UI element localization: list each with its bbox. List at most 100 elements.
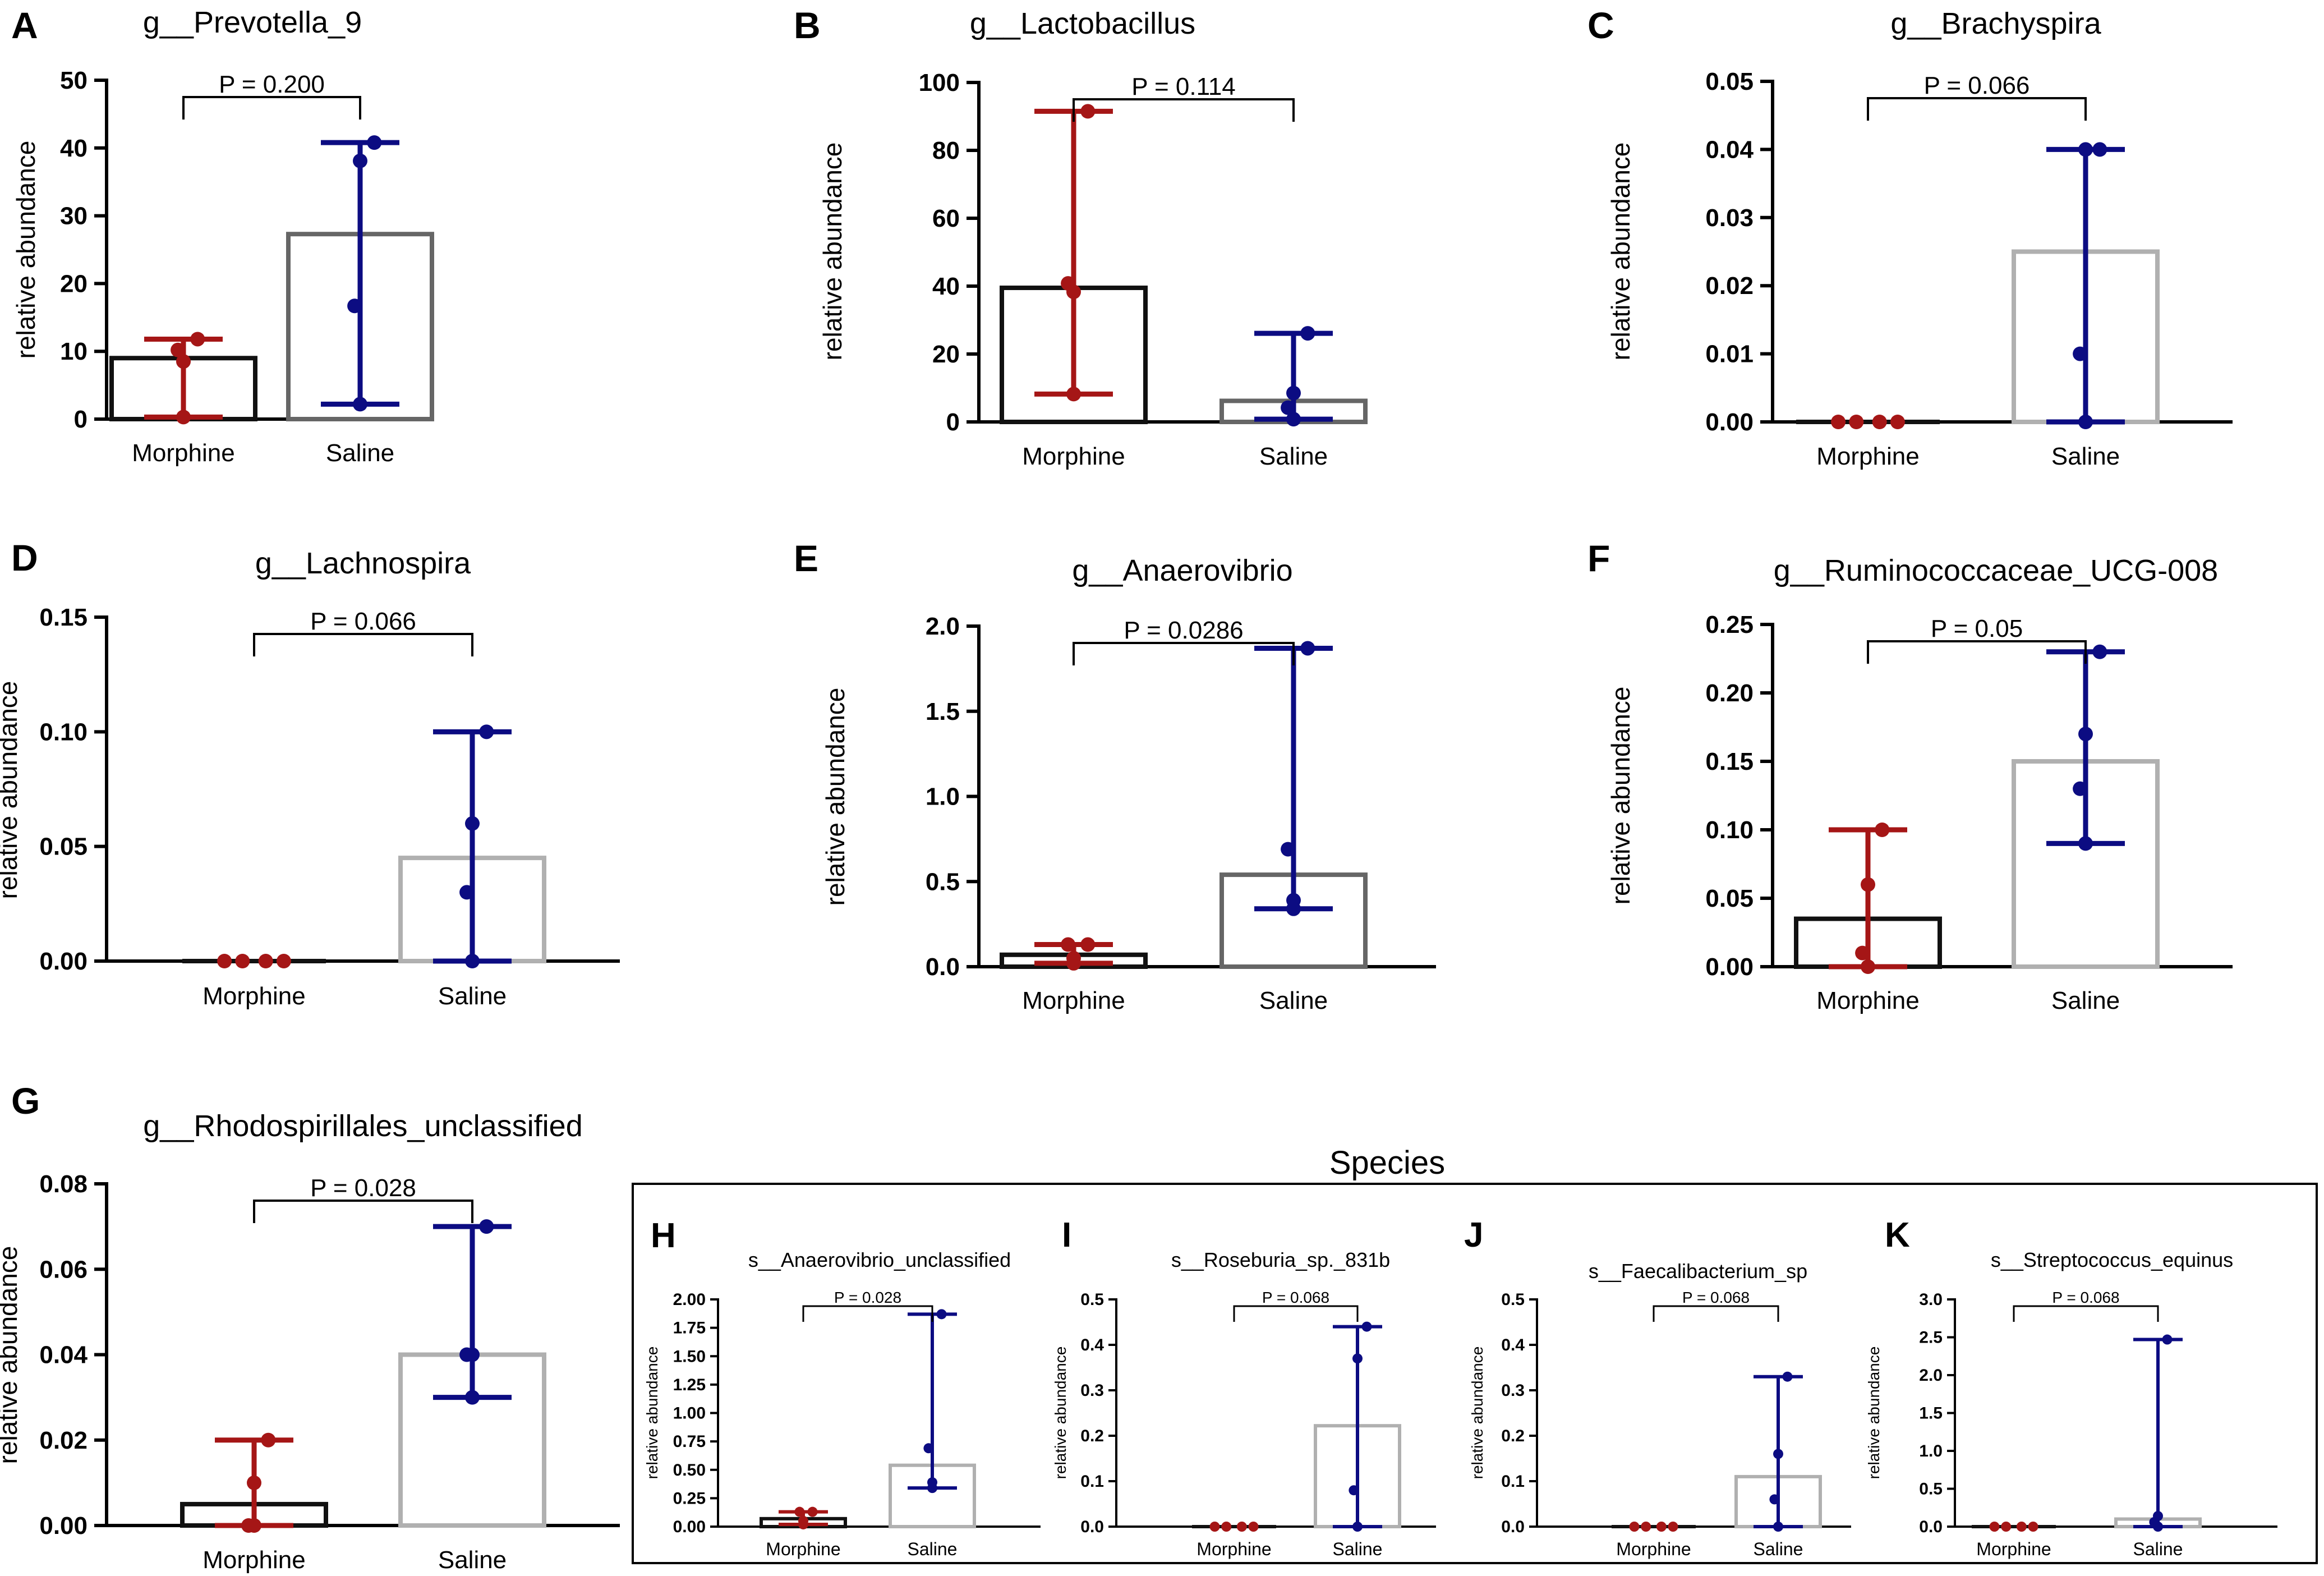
data-point-saline (2078, 142, 2093, 157)
y-tick-label: 0.00 (1705, 953, 1754, 981)
data-point-morphine (1668, 1522, 1678, 1532)
y-tick-label: 0.50 (673, 1461, 706, 1479)
y-tick-label: 3.0 (1919, 1290, 1943, 1309)
significance-bracket (1867, 640, 2087, 664)
y-tick-label: 2.5 (1919, 1329, 1943, 1347)
data-point-morphine (1248, 1522, 1259, 1532)
data-point-saline (2073, 346, 2088, 361)
y-tick-label: 0.02 (1705, 272, 1754, 300)
y-tick-label: 0.00 (1705, 408, 1754, 436)
panel-label: A (11, 4, 38, 46)
y-tick-label: 0.3 (1501, 1381, 1525, 1400)
data-point-saline (353, 153, 367, 168)
panel-title: g__Brachyspira (1890, 7, 2101, 40)
significance-bracket (1073, 642, 1295, 665)
significance-bracket (182, 96, 361, 120)
p-value-label: P = 0.0286 (1124, 617, 1243, 644)
y-tick-label: 0 (74, 406, 88, 433)
x-tick-label: Saline (326, 439, 394, 467)
x-tick-label: Morphine (1816, 443, 1919, 470)
y-tick-label: 0.01 (1705, 341, 1754, 368)
significance-bracket (802, 1305, 933, 1322)
data-point-saline (2078, 415, 2093, 429)
y-tick-label: 1.0 (1919, 1442, 1943, 1460)
data-point-morphine (190, 332, 205, 347)
panel-title: g__Lachnospira (255, 546, 471, 580)
data-point-saline (936, 1309, 947, 1320)
data-point-morphine (1989, 1522, 2000, 1532)
panel-label: H (651, 1216, 676, 1255)
x-tick-label: Morphine (203, 1546, 305, 1574)
panel-title: g__Ruminococcaceae_UCG-008 (1774, 554, 2218, 587)
p-value-label: P = 0.028 (834, 1289, 901, 1306)
x-tick-label: Morphine (1022, 443, 1125, 470)
data-point-saline (459, 885, 475, 900)
significance-bracket (1867, 97, 2087, 121)
y-tick-label: 40 (932, 273, 960, 300)
x-tick-label: Saline (1259, 987, 1328, 1014)
data-point-morphine (258, 954, 273, 968)
x-tick-label: Morphine (1022, 987, 1125, 1014)
data-point-morphine (176, 354, 191, 369)
y-axis-label: relative abundance (643, 1347, 661, 1479)
y-tick-label: 0.1 (1501, 1472, 1525, 1491)
y-tick-label: 0.0 (1501, 1518, 1525, 1536)
data-point-morphine (794, 1506, 805, 1517)
y-tick-label: 0.06 (39, 1256, 88, 1283)
data-point-saline (1281, 842, 1296, 857)
y-tick-label: 0.5 (926, 868, 960, 895)
data-point-saline (479, 1219, 494, 1234)
data-point-saline (367, 135, 382, 150)
panel-title: s__Streptococcus_equinus (1991, 1248, 2233, 1271)
y-tick-label: 20 (60, 270, 88, 297)
panel-i: Is__Roseburia_sp._831b relative abundance… (1052, 1216, 1436, 1559)
data-point-morphine (1641, 1522, 1651, 1532)
data-point-saline (1352, 1522, 1363, 1532)
panel-label: C (1587, 4, 1614, 46)
y-tick-label: 0.20 (1705, 679, 1754, 707)
x-tick-label: Saline (1754, 1539, 1803, 1559)
data-point-saline (2078, 727, 2093, 742)
y-tick-label: 0.00 (39, 948, 88, 975)
y-axis-label: relative abundance (1469, 1347, 1486, 1479)
panel-title: s__Anaerovibrio_unclassified (748, 1248, 1011, 1271)
y-tick-label: 10 (60, 338, 88, 365)
data-point-saline (465, 1347, 480, 1362)
p-value-label: P = 0.028 (310, 1174, 416, 1202)
x-tick-label: Morphine (766, 1539, 840, 1559)
data-point-saline (2092, 142, 2107, 157)
y-tick-label: 0.4 (1501, 1336, 1525, 1354)
data-point-morphine (1209, 1522, 1220, 1532)
data-point-morphine (1656, 1522, 1667, 1532)
data-point-saline (923, 1443, 934, 1454)
y-tick-label: 0.10 (1705, 816, 1754, 844)
y-tick-label: 1.5 (926, 698, 960, 725)
data-point-saline (1352, 1353, 1363, 1364)
y-tick-label: 20 (932, 341, 960, 368)
y-tick-label: 0.05 (1705, 68, 1754, 95)
data-point-morphine (176, 410, 191, 425)
data-point-morphine (1861, 877, 1875, 892)
y-tick-label: 0.4 (1080, 1336, 1104, 1354)
y-axis-label: relative abundance (1606, 143, 1635, 361)
panel-label: G (11, 1080, 40, 1122)
data-point-morphine (1872, 415, 1887, 429)
y-tick-label: 0.03 (1705, 204, 1754, 232)
y-tick-label: 1.50 (673, 1347, 706, 1366)
data-point-morphine (807, 1506, 818, 1517)
panel-label: D (11, 537, 38, 578)
data-point-saline (2078, 836, 2093, 851)
panel-label: I (1062, 1216, 1071, 1255)
x-tick-label: Saline (2133, 1539, 2183, 1559)
data-point-morphine (1861, 959, 1875, 974)
y-tick-label: 0.2 (1080, 1427, 1104, 1445)
y-axis-label: relative abundance (0, 1246, 22, 1464)
p-value-label: P = 0.114 (1131, 73, 1236, 100)
y-tick-label: 0.0 (1080, 1518, 1104, 1536)
x-tick-label: Saline (1259, 443, 1328, 470)
data-point-morphine (1066, 387, 1081, 402)
significance-bracket (2013, 1305, 2159, 1322)
